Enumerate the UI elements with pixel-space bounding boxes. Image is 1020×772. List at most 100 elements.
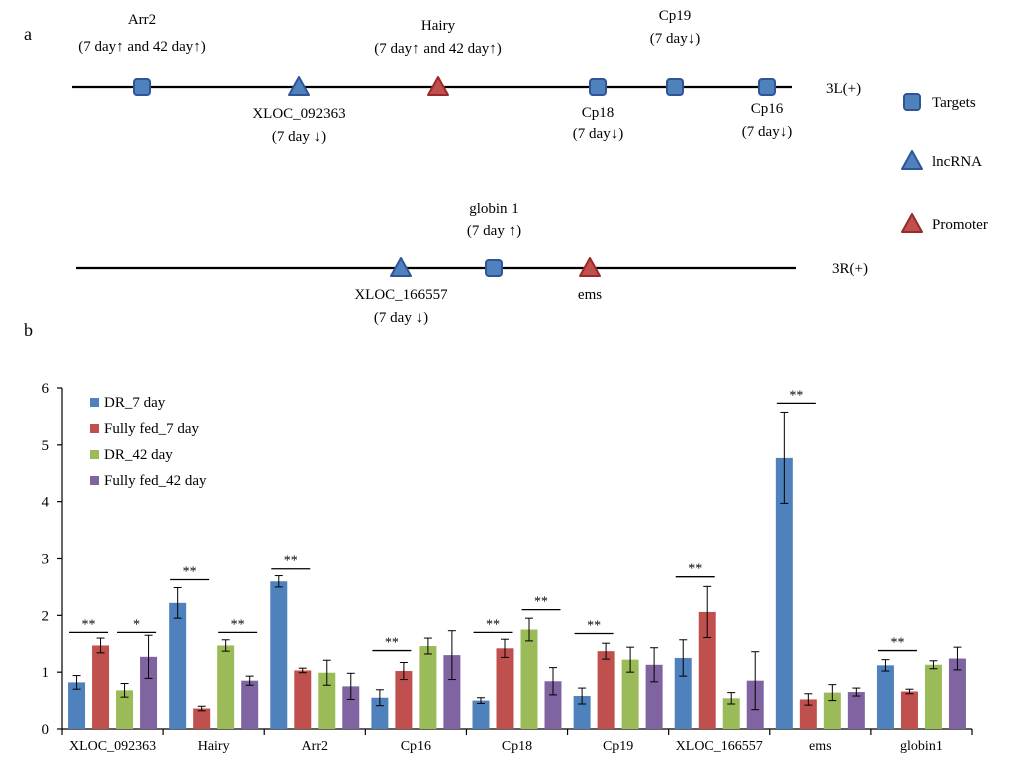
significance-label: **: [890, 636, 904, 651]
bar: [823, 692, 841, 729]
track-label-3R: 3R(+): [832, 261, 868, 277]
legend-swatch: [90, 424, 99, 433]
x-tick-label: Cp18: [502, 739, 532, 754]
bar: [775, 457, 793, 729]
bar: [270, 581, 288, 729]
bar: [645, 664, 663, 729]
bar: [520, 629, 538, 729]
significance-marks: ** *********************: [69, 388, 917, 652]
feature-note-arr2: (7 day↑ and 42 day↑): [78, 39, 205, 55]
bar: [900, 691, 918, 729]
bar: [722, 698, 740, 729]
feature-name-ems: ems: [578, 287, 602, 303]
bar: [371, 697, 389, 729]
bar: [68, 682, 86, 729]
target-marker-cp16: [758, 78, 776, 96]
bar: [294, 670, 312, 729]
y-tick-label: 0: [42, 722, 50, 738]
feature-note-globin-1: (7 day ↑): [467, 223, 521, 239]
bar: [217, 645, 235, 729]
x-tick-label: XLOC_166557: [676, 739, 763, 754]
bar: [496, 648, 514, 729]
panel-b-label: b: [24, 320, 33, 340]
legend-swatch: [90, 450, 99, 459]
bar: [621, 659, 639, 729]
bar: [573, 696, 591, 729]
significance-label: **: [82, 617, 96, 632]
significance-label: **: [688, 562, 702, 577]
significance-label: **: [486, 617, 500, 632]
x-tick-label: Cp19: [603, 739, 633, 754]
feature-name-cp18: Cp18: [582, 105, 615, 121]
bar: [597, 651, 615, 729]
bar: [342, 686, 360, 729]
promoter-marker-ems: [579, 257, 601, 277]
bar: [674, 657, 692, 729]
x-tick-label: globin1: [900, 739, 943, 754]
x-tick-label: Arr2: [302, 739, 328, 754]
significance-label: **: [534, 595, 548, 610]
legend-label: DR_42 day: [104, 447, 173, 463]
bar: [318, 672, 336, 729]
bar: [924, 664, 942, 729]
legend-label: Fully fed_7 day: [104, 421, 199, 437]
legend-label: DR_7 day: [104, 395, 166, 411]
x-tick-label: XLOC_092363: [69, 739, 156, 754]
significance-label: **: [231, 617, 245, 632]
feature-note-cp19: (7 day↓): [650, 31, 700, 47]
bar-chart: 0 1 2 3 4 5 6 XLOC_092363 Hairy Arr2 Cp16 Cp18 Cp19 X…: [42, 381, 973, 754]
y-tick-label: 4: [42, 495, 50, 511]
bar: [847, 692, 865, 729]
legend-label: Fully fed_42 day: [104, 473, 207, 489]
significance-label: **: [789, 388, 803, 403]
feature-name-globin-1: globin 1: [469, 201, 519, 217]
feature-name-xloc-166557: XLOC_166557: [354, 287, 448, 303]
target-marker-arr2: [133, 78, 151, 96]
legend-swatch: [90, 398, 99, 407]
target-marker-globin-1: [485, 259, 503, 277]
bar: [395, 671, 413, 729]
legend-lncrna-label: lncRNA: [932, 154, 982, 170]
genome-map: 3L(+) 3R(+) Arr2 (7 day↑ and 42 day↑) XLOC…: [72, 8, 988, 326]
bar: [140, 656, 158, 729]
y-tick-label: 2: [42, 608, 50, 624]
legend-swatch: [90, 476, 99, 485]
y-tick-label: 3: [42, 552, 50, 568]
bar: [169, 602, 187, 729]
feature-note-cp18: (7 day↓): [573, 126, 623, 142]
feature-name-cp16: Cp16: [751, 101, 784, 117]
legend-target-label: Targets: [932, 95, 976, 111]
x-tick-label: Cp16: [401, 739, 431, 754]
track-label-3L: 3L(+): [826, 81, 861, 97]
feature-note-xloc-166557: (7 day ↓): [374, 310, 428, 326]
chart-axes: 0 1 2 3 4 5 6 XLOC_092363 Hairy Arr2 Cp16 Cp18 Cp19 X…: [42, 381, 973, 754]
feature-legend: Targets lncRNA Promoter: [901, 93, 988, 233]
x-tick-label: ems: [809, 739, 832, 754]
significance-label: **: [284, 554, 298, 569]
y-tick-label: 6: [42, 381, 50, 397]
feature-name-cp19: Cp19: [659, 8, 692, 24]
feature-name-arr2: Arr2: [128, 12, 156, 28]
feature-name-xloc-092363: XLOC_092363: [252, 106, 345, 122]
x-tick-label: Hairy: [198, 739, 230, 754]
feature-markers: Arr2 (7 day↑ and 42 day↑) XLOC_092363 (7 da…: [78, 8, 792, 326]
feature-name-hairy: Hairy: [421, 18, 456, 34]
feature-note-hairy: (7 day↑ and 42 day↑): [374, 41, 501, 57]
bar: [948, 658, 966, 729]
bar: [116, 690, 134, 729]
bar: [876, 665, 894, 729]
legend-lncrna-symbol: [901, 150, 923, 170]
bar: [241, 680, 259, 729]
legend-promoter-label: Promoter: [932, 217, 988, 233]
bar: [698, 611, 716, 729]
bar: [544, 681, 562, 729]
significance-label: **: [385, 636, 399, 651]
significance-label: **: [587, 619, 601, 634]
bar: [443, 655, 461, 729]
chart-bars: [68, 411, 966, 729]
feature-note-cp16: (7 day↓): [742, 124, 792, 140]
bar: [193, 708, 211, 729]
y-tick-label: 1: [42, 665, 50, 681]
bar: [92, 645, 110, 729]
